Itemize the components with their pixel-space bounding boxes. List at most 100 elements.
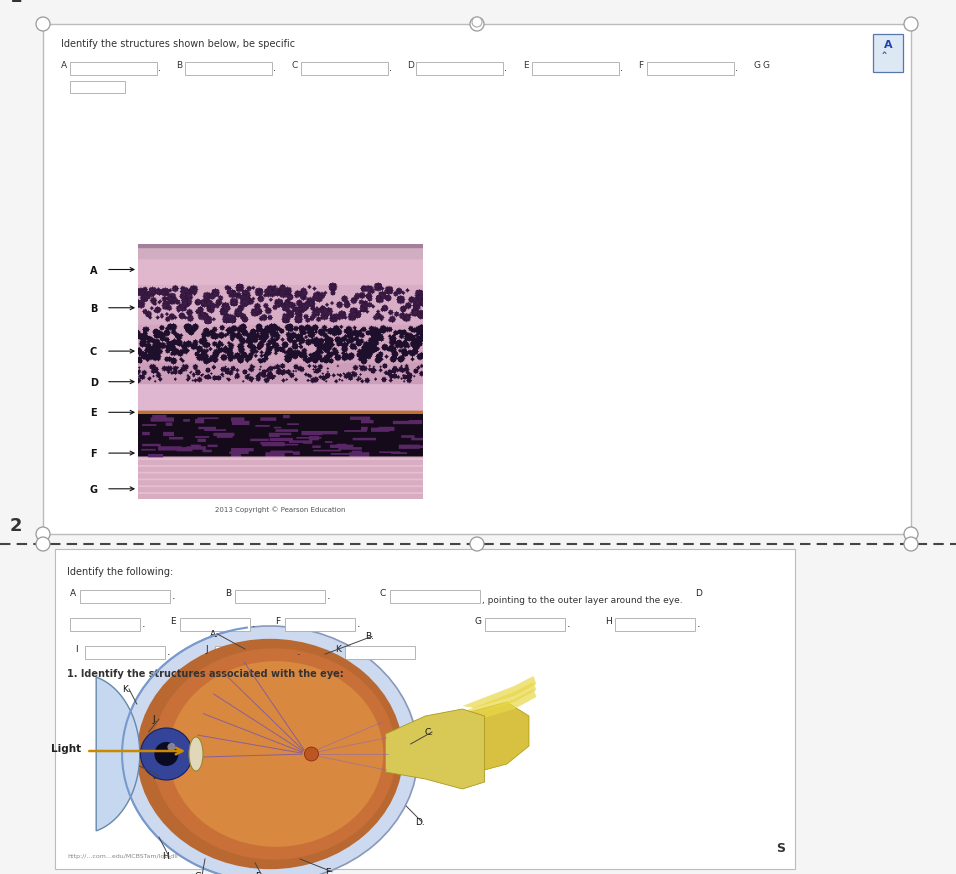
Polygon shape	[463, 676, 536, 708]
Text: A: A	[61, 61, 67, 70]
Text: D.: D.	[415, 818, 424, 827]
Text: .: .	[567, 619, 571, 629]
Text: A: A	[883, 40, 892, 50]
Text: G: G	[90, 485, 98, 495]
Text: A.: A.	[210, 630, 219, 639]
Bar	[285, 618, 355, 631]
Text: , pointing to the outer layer around the eye.: , pointing to the outer layer around the…	[482, 596, 683, 605]
Text: D: D	[90, 378, 98, 388]
Text: Identify the structures shown below, be specific: Identify the structures shown below, be …	[61, 39, 295, 49]
Bar	[55, 549, 795, 869]
Text: F: F	[275, 617, 280, 626]
Circle shape	[904, 527, 918, 541]
Text: A: A	[90, 266, 98, 275]
Text: 1: 1	[10, 0, 23, 6]
Bar	[345, 646, 415, 659]
Text: D: D	[695, 589, 702, 598]
Bar	[416, 62, 503, 75]
Text: G.: G.	[195, 871, 205, 874]
Text: E.: E.	[325, 868, 334, 874]
Circle shape	[141, 728, 192, 780]
Circle shape	[36, 527, 50, 541]
Text: .: .	[504, 63, 508, 73]
Text: F: F	[639, 61, 643, 70]
Text: B: B	[225, 589, 231, 598]
Circle shape	[470, 17, 484, 31]
Text: E: E	[523, 61, 529, 70]
Text: C: C	[292, 61, 298, 70]
Ellipse shape	[152, 649, 396, 860]
Circle shape	[904, 537, 918, 551]
Text: G: G	[475, 617, 482, 626]
Ellipse shape	[137, 639, 403, 870]
Bar	[180, 618, 250, 631]
Bar	[647, 62, 734, 75]
Text: 2013 Copyright © Pearson Education: 2013 Copyright © Pearson Education	[215, 507, 346, 513]
Text: J: J	[205, 645, 207, 654]
Text: B: B	[177, 61, 183, 70]
Text: D: D	[407, 61, 414, 70]
Bar	[85, 646, 165, 659]
Text: 2: 2	[10, 517, 23, 535]
Text: .: .	[142, 619, 145, 629]
Text: H.: H.	[162, 852, 171, 862]
Circle shape	[304, 747, 318, 761]
Text: I.: I.	[152, 772, 158, 781]
Text: Identify the following:: Identify the following:	[67, 567, 173, 577]
Text: .: .	[158, 63, 161, 73]
Text: .: .	[389, 63, 392, 73]
Text: C: C	[380, 589, 386, 598]
Ellipse shape	[189, 737, 203, 771]
Text: K: K	[335, 645, 341, 654]
Bar	[70, 81, 125, 93]
Text: http://...com...edu/MCBSTam/lob.dll: http://...com...edu/MCBSTam/lob.dll	[67, 854, 178, 859]
Circle shape	[36, 537, 50, 551]
Text: A: A	[70, 589, 76, 598]
Ellipse shape	[168, 662, 383, 847]
Text: B: B	[90, 304, 98, 314]
Circle shape	[472, 17, 482, 27]
Text: .: .	[697, 619, 701, 629]
Bar	[70, 62, 157, 75]
Circle shape	[470, 537, 484, 551]
Text: .: .	[327, 591, 331, 601]
Text: .: .	[273, 63, 276, 73]
Text: .: .	[297, 647, 300, 657]
Text: C.: C.	[425, 728, 434, 737]
Bar	[70, 618, 140, 631]
Bar	[43, 24, 911, 534]
Text: F: F	[90, 449, 97, 459]
Text: .: .	[357, 619, 360, 629]
Text: G: G	[753, 61, 761, 70]
Circle shape	[167, 743, 175, 751]
Circle shape	[904, 17, 918, 31]
Text: J.: J.	[152, 715, 158, 724]
Text: E: E	[170, 617, 176, 626]
Bar	[485, 618, 565, 631]
Bar	[235, 590, 325, 603]
Text: Light: Light	[52, 744, 81, 754]
Bar	[615, 618, 695, 631]
Text: .: .	[167, 647, 170, 657]
Polygon shape	[463, 702, 529, 776]
Bar	[215, 646, 295, 659]
Text: S: S	[776, 842, 785, 855]
Text: H: H	[605, 617, 612, 626]
Circle shape	[155, 742, 179, 766]
Text: G: G	[763, 61, 770, 70]
Polygon shape	[385, 709, 485, 789]
Bar	[80, 590, 170, 603]
Bar	[301, 62, 388, 75]
Text: B.: B.	[365, 633, 374, 642]
Text: F.: F.	[255, 871, 262, 874]
Text: K.: K.	[122, 685, 131, 694]
Bar	[185, 62, 272, 75]
Polygon shape	[97, 677, 140, 831]
Text: .: .	[619, 63, 622, 73]
Text: C: C	[90, 347, 98, 357]
Text: 1. Identify the structures associated with the eye:: 1. Identify the structures associated wi…	[67, 669, 344, 679]
Bar	[532, 62, 619, 75]
Text: .: .	[252, 619, 255, 629]
Bar	[390, 590, 480, 603]
Text: .: .	[172, 591, 176, 601]
